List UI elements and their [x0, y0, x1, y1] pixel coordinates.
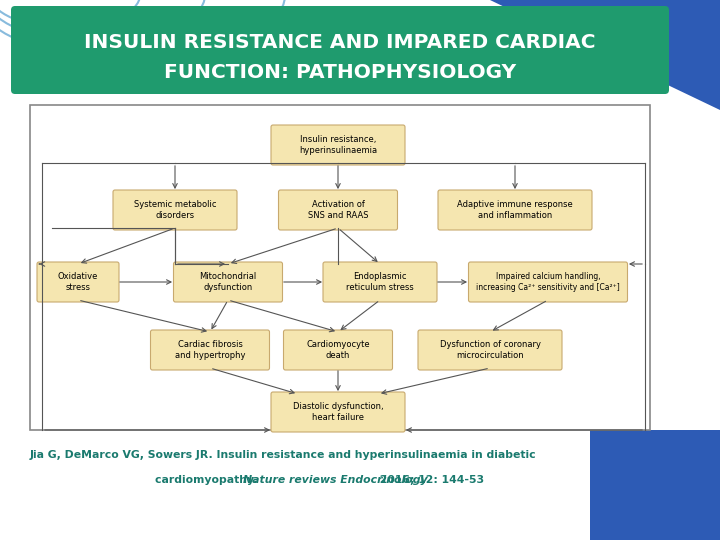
FancyBboxPatch shape	[284, 330, 392, 370]
Text: Mitochondrial
dysfunction: Mitochondrial dysfunction	[199, 272, 256, 292]
FancyBboxPatch shape	[37, 262, 119, 302]
Text: cardiomyopathy.: cardiomyopathy.	[155, 475, 261, 485]
FancyBboxPatch shape	[271, 392, 405, 432]
Text: Insulin resistance,
hyperinsulinaemia: Insulin resistance, hyperinsulinaemia	[299, 135, 377, 155]
Text: Oxidative
stress: Oxidative stress	[58, 272, 98, 292]
Text: Adaptive immune response
and inflammation: Adaptive immune response and inflammatio…	[457, 200, 573, 220]
Text: Endoplasmic
reticulum stress: Endoplasmic reticulum stress	[346, 272, 414, 292]
Polygon shape	[590, 430, 720, 540]
Text: Impaired calcium handling,
increasing Ca²⁺ sensitivity and [Ca²⁺]: Impaired calcium handling, increasing Ca…	[476, 272, 620, 292]
Polygon shape	[490, 0, 720, 110]
Text: Diastolic dysfunction,
heart failure: Diastolic dysfunction, heart failure	[293, 402, 383, 422]
Text: Jia G, DeMarco VG, Sowers JR. Insulin resistance and hyperinsulinaemia in diabet: Jia G, DeMarco VG, Sowers JR. Insulin re…	[30, 450, 536, 460]
FancyBboxPatch shape	[271, 125, 405, 165]
FancyBboxPatch shape	[323, 262, 437, 302]
FancyBboxPatch shape	[174, 262, 282, 302]
Text: Dysfunction of coronary
microcirculation: Dysfunction of coronary microcirculation	[439, 340, 541, 360]
Text: FUNCTION: PATHOPHYSIOLOGY: FUNCTION: PATHOPHYSIOLOGY	[164, 63, 516, 82]
FancyBboxPatch shape	[418, 330, 562, 370]
Text: INSULIN RESISTANCE AND IMPARED CARDIAC: INSULIN RESISTANCE AND IMPARED CARDIAC	[84, 32, 595, 51]
FancyBboxPatch shape	[113, 190, 237, 230]
Text: Activation of
SNS and RAAS: Activation of SNS and RAAS	[307, 200, 368, 220]
Text: Nature reviews Endocrinology.: Nature reviews Endocrinology.	[243, 475, 431, 485]
FancyBboxPatch shape	[11, 6, 669, 94]
Text: Cardiomyocyte
death: Cardiomyocyte death	[306, 340, 370, 360]
FancyBboxPatch shape	[150, 330, 269, 370]
FancyBboxPatch shape	[438, 190, 592, 230]
FancyBboxPatch shape	[279, 190, 397, 230]
Text: 2016; 12: 144-53: 2016; 12: 144-53	[376, 475, 484, 485]
Text: Systemic metabolic
disorders: Systemic metabolic disorders	[134, 200, 216, 220]
FancyBboxPatch shape	[469, 262, 628, 302]
Text: Cardiac fibrosis
and hypertrophy: Cardiac fibrosis and hypertrophy	[175, 340, 246, 360]
FancyBboxPatch shape	[30, 105, 650, 430]
